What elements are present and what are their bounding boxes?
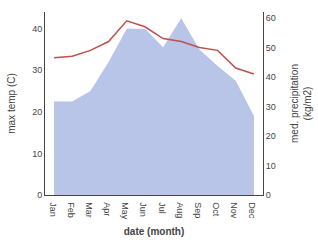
- svg-text:Apr: Apr: [102, 202, 112, 216]
- svg-text:0: 0: [37, 190, 42, 200]
- svg-text:med. precipitation(kg/m2): med. precipitation(kg/m2): [289, 64, 313, 143]
- svg-text:10: 10: [266, 161, 276, 171]
- svg-text:10: 10: [32, 149, 42, 159]
- svg-text:30: 30: [32, 65, 42, 75]
- svg-text:0: 0: [266, 190, 271, 200]
- svg-text:Nov: Nov: [229, 202, 239, 219]
- svg-text:50: 50: [266, 43, 276, 53]
- svg-text:Jun: Jun: [138, 202, 148, 217]
- svg-text:Mar: Mar: [84, 202, 94, 218]
- svg-text:40: 40: [32, 24, 42, 34]
- svg-text:Oct: Oct: [211, 202, 221, 217]
- svg-text:Feb: Feb: [66, 202, 76, 218]
- svg-text:Sep: Sep: [193, 202, 203, 218]
- svg-text:20: 20: [266, 131, 276, 141]
- svg-text:20: 20: [32, 107, 42, 117]
- svg-text:Dec: Dec: [247, 202, 257, 219]
- svg-text:max temp (C): max temp (C): [6, 73, 17, 134]
- svg-text:Jul: Jul: [157, 202, 167, 214]
- svg-text:May: May: [120, 202, 130, 220]
- svg-text:Jan: Jan: [48, 202, 58, 217]
- svg-text:date (month): date (month): [124, 226, 185, 237]
- svg-text:40: 40: [266, 72, 276, 82]
- svg-text:Aug: Aug: [175, 202, 185, 218]
- svg-text:30: 30: [266, 102, 276, 112]
- svg-text:60: 60: [266, 13, 276, 23]
